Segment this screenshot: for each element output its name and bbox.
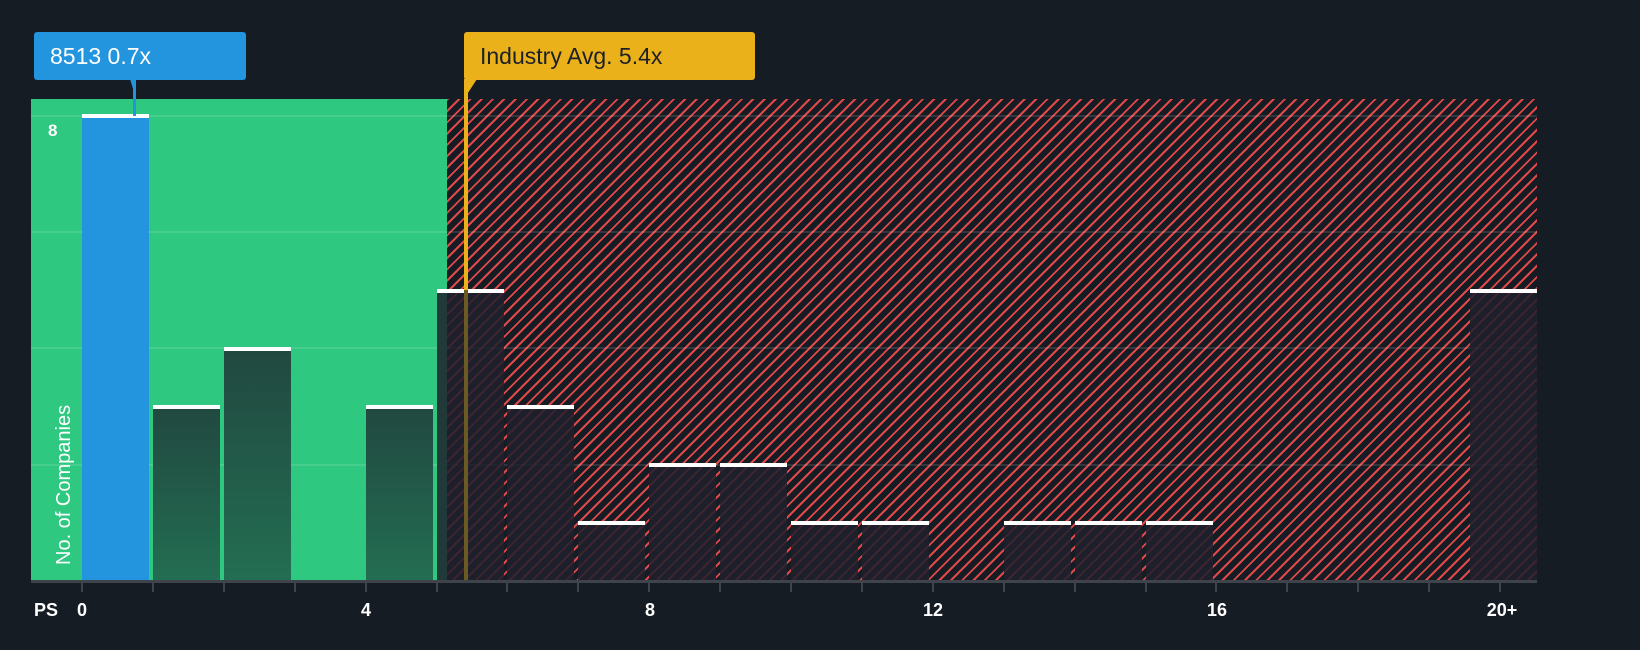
gridline-8 <box>31 115 1537 117</box>
bar-cap <box>1074 520 1142 525</box>
chart-plot-area <box>31 99 1537 581</box>
x-tick-mark <box>790 583 792 592</box>
histogram-bar-6-7 <box>507 404 575 581</box>
x-tick-mark <box>577 583 580 592</box>
bar-cap <box>720 462 788 467</box>
x-tick-mark <box>1286 583 1289 592</box>
histogram-bar-20+ <box>1470 288 1537 581</box>
x-tick-mark <box>293 583 296 592</box>
histogram-bar-7-8 <box>578 520 646 581</box>
x-axis-line <box>31 580 1537 583</box>
company-callout-label: 8513 0.7x <box>50 43 152 69</box>
x-tick-mark <box>506 583 509 592</box>
histogram-bar-14-15 <box>1074 520 1142 581</box>
bar-cap <box>1003 520 1071 525</box>
x-tick-mark <box>81 583 83 592</box>
x-tick-mark <box>1144 583 1147 592</box>
histogram-bar-1-2 <box>152 404 220 581</box>
bar-cap <box>82 114 149 119</box>
company-pointer <box>130 79 135 95</box>
histogram-bar-4-5 <box>365 404 433 581</box>
company-callout: 8513 0.7x <box>34 32 246 80</box>
gridline-4 <box>31 347 1537 349</box>
x-tick-mark <box>648 583 651 592</box>
x-axis-title: PS <box>34 600 59 620</box>
histogram-bar-0-1 <box>82 114 149 581</box>
x-tick-mark <box>860 583 863 592</box>
bar-cap <box>507 404 575 409</box>
x-tick-mark <box>719 583 722 592</box>
x-tick-mark <box>1357 583 1360 592</box>
overvalued-zone <box>447 99 1537 581</box>
histogram-bar-5-6 <box>436 288 504 581</box>
x-tick-mark <box>1002 583 1005 592</box>
histogram-bar-10-11 <box>791 520 858 581</box>
bar-cap <box>578 520 646 525</box>
bar-cap <box>436 288 504 293</box>
bar-cap <box>649 462 717 467</box>
x-tick-mark <box>931 583 934 592</box>
x-tick-mark <box>435 583 438 592</box>
industry-average-line-overlay <box>464 290 468 581</box>
x-tick-mark <box>1428 583 1431 592</box>
histogram-bar-9-10 <box>720 462 788 581</box>
x-tick-mark <box>151 583 154 592</box>
x-tick-mark <box>1073 583 1076 592</box>
bar-cap <box>152 404 220 409</box>
x-tick-label-8: 8 <box>644 600 656 620</box>
x-tick-mark <box>364 583 367 592</box>
bar-cap <box>861 520 929 525</box>
y-tick-label-8: 8 <box>48 121 58 140</box>
bar-cap <box>223 346 291 351</box>
bar-cap <box>791 520 858 525</box>
histogram-bar-15-16 <box>1145 520 1213 581</box>
bar-cap <box>365 404 433 409</box>
x-tick-label-0: 0 <box>76 600 88 620</box>
bar-cap <box>1470 288 1537 293</box>
x-tick-label-20plus: 20+ <box>1486 600 1518 620</box>
x-tick-label-16: 16 <box>1206 600 1228 620</box>
histogram-bar-8-9 <box>649 462 717 581</box>
histogram-bar-13-14 <box>1003 520 1071 581</box>
histogram-bar-11-12 <box>861 520 929 581</box>
industry-pointer <box>464 79 477 99</box>
industry-callout-label: Industry Avg. 5.4x <box>480 43 663 69</box>
bar-cap <box>1145 520 1213 525</box>
gridline-6 <box>31 231 1537 233</box>
x-tick-mark <box>1215 583 1218 592</box>
x-tick-mark <box>1499 583 1501 592</box>
y-axis-title: No. of Companies <box>53 404 75 565</box>
x-tick-label-4: 4 <box>360 600 372 620</box>
histogram-bar-2-3 <box>223 346 291 581</box>
company-pointer-line <box>133 79 136 116</box>
x-tick-label-12: 12 <box>922 600 944 620</box>
x-tick-mark <box>222 583 225 592</box>
industry-callout: Industry Avg. 5.4x <box>464 32 755 80</box>
